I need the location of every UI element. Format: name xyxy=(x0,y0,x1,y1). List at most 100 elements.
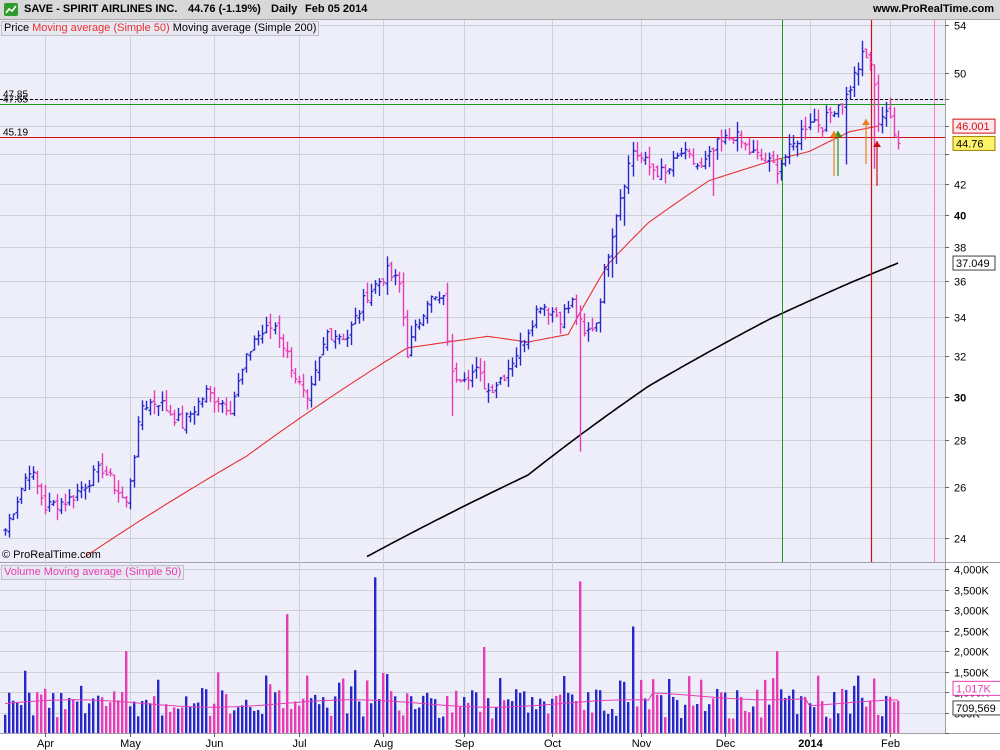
legend-ma50[interactable]: Moving average (Simple 50) xyxy=(32,22,170,34)
volume-label-709,569: 709,569 xyxy=(956,703,996,715)
price-label-44.76: 44.76 xyxy=(956,138,984,150)
volume-ma-line xyxy=(4,692,899,708)
price-tick-label: 24 xyxy=(954,534,966,546)
ohlc-bar xyxy=(739,130,744,149)
volume-bar xyxy=(708,704,711,733)
ohlc-bar xyxy=(220,400,225,413)
ohlc-bar xyxy=(31,466,36,481)
volume-bar xyxy=(68,697,71,733)
ohlc-bar xyxy=(188,411,193,423)
price-tick-label: 50 xyxy=(954,69,966,81)
ohlc-bar xyxy=(622,184,627,226)
ohlc-bar xyxy=(767,152,772,172)
ohlc-bar xyxy=(132,454,137,488)
volume-bar xyxy=(177,708,180,733)
volume-legend: Volume Moving average (Simple 50) xyxy=(1,565,185,580)
volume-bar xyxy=(483,646,486,733)
ohlc-bar xyxy=(244,353,249,373)
ohlc-bar xyxy=(808,113,813,131)
ohlc-bar xyxy=(723,129,728,145)
ohlc-bar xyxy=(647,146,652,176)
site-label: www.ProRealTime.com xyxy=(873,3,995,15)
legend-ma200[interactable]: Moving average (Simple 200) xyxy=(172,22,317,34)
ohlc-bar xyxy=(357,309,362,324)
ohlc-bar xyxy=(522,339,527,353)
ohlc-bar xyxy=(735,121,740,152)
volume-bar xyxy=(173,707,176,733)
ohlc-bar xyxy=(795,140,800,157)
ohlc-bar xyxy=(683,141,688,160)
ohlc-bar xyxy=(783,154,788,167)
volume-bar xyxy=(487,698,490,733)
volume-bar xyxy=(109,702,112,733)
ohlc-bar xyxy=(232,391,237,417)
ohlc-bar xyxy=(91,465,96,487)
ohlc-bar xyxy=(594,322,599,332)
volume-bar xyxy=(60,693,63,733)
ohlc-bar xyxy=(252,335,257,351)
volume-bar xyxy=(696,704,699,733)
volume-bar xyxy=(32,715,35,733)
ohlc-bar xyxy=(51,499,56,506)
volume-bar xyxy=(467,702,470,733)
ohlc-bar xyxy=(896,130,901,150)
ohlc-bar xyxy=(695,163,700,170)
ohlc-bar xyxy=(458,379,463,383)
volume-bar xyxy=(603,710,606,733)
volume-bar xyxy=(121,692,124,733)
month-label: Nov xyxy=(632,738,652,750)
volume-bar xyxy=(302,698,305,733)
legend-volume[interactable]: Volume xyxy=(4,566,41,578)
volume-bar xyxy=(414,709,417,733)
ohlc-bar xyxy=(779,159,784,181)
volume-bar xyxy=(579,581,582,733)
volume-bar xyxy=(253,710,256,733)
ohlc-bar xyxy=(301,373,306,398)
ohlc-bar xyxy=(421,314,426,327)
ohlc-bar xyxy=(309,375,314,408)
ohlc-bar xyxy=(273,322,278,335)
ohlc-bar xyxy=(152,390,157,415)
volume-bar xyxy=(792,689,795,733)
volume-tick-label: 2,000K xyxy=(954,647,990,659)
volume-bar xyxy=(346,713,349,733)
ohlc-bar xyxy=(425,300,430,324)
volume-bar xyxy=(314,694,317,733)
ohlc-bar xyxy=(236,373,241,397)
volume-bar xyxy=(157,679,160,733)
volume-bar xyxy=(241,705,244,733)
orange-arrow-icon-2 xyxy=(862,119,870,125)
volume-bar xyxy=(105,706,108,733)
chart-icon[interactable] xyxy=(4,3,18,16)
ohlc-bar xyxy=(659,158,664,181)
volume-bar xyxy=(841,688,844,733)
volume-bar xyxy=(636,706,639,733)
legend-price[interactable]: Price xyxy=(4,22,30,34)
ohlc-bar xyxy=(67,489,72,506)
volume-bar xyxy=(245,699,248,733)
volume-label-box xyxy=(952,700,1000,716)
ohlc-bar xyxy=(361,289,366,321)
ohlc-bar xyxy=(542,303,547,316)
ohlc-bar xyxy=(260,324,265,344)
ohlc-bar xyxy=(349,321,354,346)
volume-bar xyxy=(804,696,807,733)
ohlc-bar xyxy=(104,465,109,476)
month-label: Feb xyxy=(881,738,900,750)
volume-bar xyxy=(390,691,393,733)
ohlc-bar xyxy=(389,261,394,282)
price-panel xyxy=(0,20,945,562)
level-label-47.85: 47.85 xyxy=(3,90,28,101)
volume-bar xyxy=(740,696,743,733)
ohlc-bar xyxy=(478,357,483,382)
volume-bar xyxy=(257,710,260,733)
volume-bar xyxy=(796,714,799,733)
price-label-box xyxy=(952,118,996,134)
volume-bar xyxy=(237,707,240,733)
volume-bar xyxy=(563,676,566,733)
volume-bar xyxy=(760,717,763,733)
ohlc-bar xyxy=(840,103,845,115)
ohlc-bar xyxy=(570,297,575,308)
legend-volume-ma[interactable]: Moving average (Simple 50) xyxy=(43,566,182,578)
